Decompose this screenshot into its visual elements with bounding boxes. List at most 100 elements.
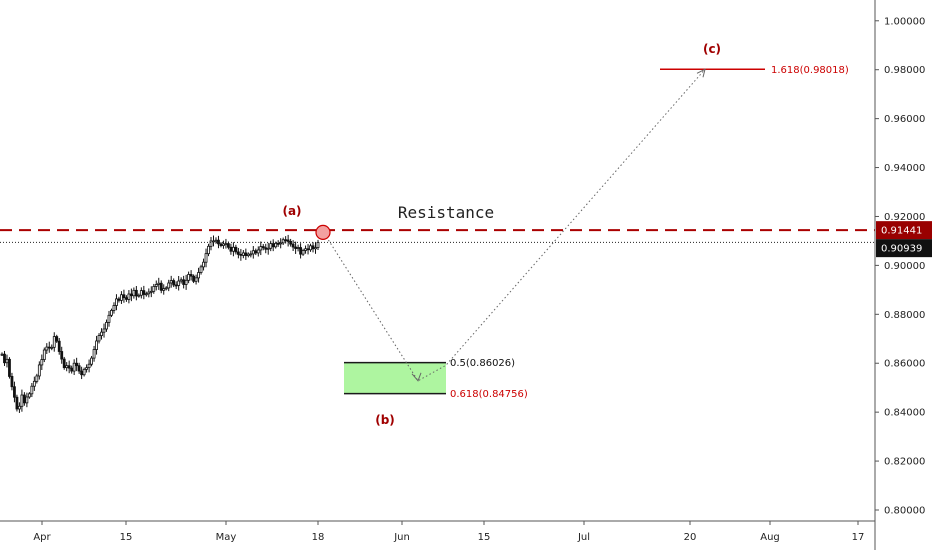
time-tick-label: May [216,532,237,543]
candle-body [139,290,143,296]
price-tick-label: 0.94000 [884,163,925,174]
candle-body [162,288,166,291]
candle-body [42,349,46,360]
price-tick-label: 0.84000 [884,408,925,419]
time-tick-label: Apr [33,532,51,543]
candle-body [227,243,230,248]
candle-body [182,279,186,285]
candle-body [304,248,307,251]
candle-body [192,275,195,282]
candle-body [229,246,233,252]
candle-body [274,242,278,248]
candle-body [222,243,225,246]
candle-body [291,243,295,248]
candle-body [254,250,258,254]
time-tick-label: 18 [312,532,325,543]
candle-body [249,253,253,256]
candle-body [144,293,148,296]
annotation-lines-layer [0,229,875,243]
candle-body [112,305,116,311]
candle-body [224,243,228,246]
candle-body [284,239,288,242]
price-tick-label: 0.82000 [884,457,925,468]
candle-body [27,393,31,398]
candle-body [212,240,215,243]
fib-retracement-zone [344,362,446,394]
resistance-price-tag [876,221,932,240]
candle-body [187,274,191,281]
candle-body [179,279,183,282]
time-tick-label: 15 [478,532,491,543]
candle-body [132,289,136,297]
candle-body [167,282,171,289]
candle-body [177,280,181,286]
candle-body [50,346,54,349]
candle-body [77,365,81,372]
candle-body [266,247,270,250]
candle-body [67,365,71,369]
candle-body [299,247,302,255]
candle-body [13,386,16,398]
candle-body [241,252,245,256]
candle-body [80,370,84,376]
candle-body [251,250,255,255]
candle-body [209,240,213,247]
candle-body [20,394,24,407]
candle-body [204,253,208,263]
time-tick-label: 20 [684,532,697,543]
candle-body [239,253,243,256]
candle-body [214,239,218,242]
time-tick-label: Aug [760,532,780,543]
candle-body [259,246,263,251]
candle-body [202,261,205,268]
candle-body [149,290,153,293]
candle-body [286,239,290,242]
candle-body [169,280,173,284]
candle-body [152,286,156,292]
candle-body [199,266,203,273]
price-axis[interactable]: 1.00000 0.98000 0.96000 0.94000 0.92000 0.900… [875,16,925,516]
candle-body [137,294,141,297]
candle-body [10,376,14,388]
candle-body [32,380,36,387]
time-tick-label: Jul [577,532,590,543]
last-price-tag [876,239,932,258]
price-tick-label: 0.80000 [884,505,925,516]
candle-body [264,247,268,250]
candle-body [47,346,51,349]
candle-body [8,358,11,377]
candle-body [102,328,106,333]
candle-body [246,253,250,257]
candle-body [279,242,283,245]
candle-body [232,246,235,252]
time-axis[interactable]: Apr 15 May 18 Jun 15 Jul 20 Aug 17 [33,521,864,543]
candle-body [100,331,103,336]
candle-body [134,289,138,297]
candle-body [120,294,123,301]
price-tick-label: 0.88000 [884,310,925,321]
candle-body [35,375,39,382]
candle-body [70,367,74,372]
candles-layer [0,234,320,413]
candle-body [316,241,320,248]
candle-body [301,250,305,255]
candle-body [207,245,210,255]
candle-body [281,239,285,244]
candle-body [0,353,4,356]
candle-body [85,367,88,370]
annotations-layer: 0.5(0.86026) 0.618(0.84756) 1.618(0.98018)… [282,42,848,427]
price-tick-label: 0.86000 [884,359,925,370]
candle-body [62,358,66,369]
candle-body [97,335,101,342]
candle-body [309,245,312,251]
candle-body [37,364,41,377]
candle-body [189,274,193,277]
candle-body [174,284,178,287]
candle-body [110,309,113,316]
time-tick-label: Jun [393,532,410,543]
candle-body [271,243,275,248]
fib-half-label: 0.5(0.86026) [450,358,515,369]
candle-body [18,405,21,410]
wave-b-label: (b) [375,413,395,427]
